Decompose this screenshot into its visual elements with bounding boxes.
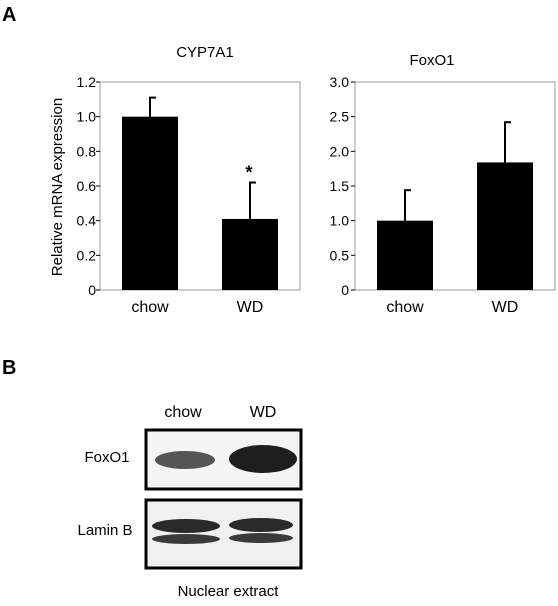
y-tick-label: 2.0 <box>330 143 350 159</box>
y-tick-label: 1.0 <box>77 109 97 125</box>
y-tick-label: 1.5 <box>330 178 350 194</box>
blot-row-label-lamin-b: Lamin B <box>77 522 132 539</box>
blot-band <box>229 518 293 532</box>
bar-chow <box>122 116 178 291</box>
category-label: chow <box>131 299 169 316</box>
blot-row-label-foxo1: FoxO1 <box>84 449 129 466</box>
blot-caption: Nuclear extract <box>178 583 280 600</box>
y-tick-label: 0.4 <box>77 213 97 229</box>
y-axis-label: Relative mRNA expression <box>49 98 66 276</box>
y-tick-label: 1.0 <box>330 213 350 229</box>
chart-cyp7a1: CYP7A1 Relative mRNA expression 0 0.2 0.4 0… <box>49 44 301 316</box>
bar-wd <box>222 218 278 290</box>
bar-wd <box>477 162 533 290</box>
blot-band <box>152 519 220 533</box>
panel-label-a: A <box>2 4 16 26</box>
category-label: WD <box>237 299 264 316</box>
y-tick-label: 3.0 <box>330 74 350 90</box>
western-blot: chow WD FoxO1 Lamin B Nuclear extract <box>77 404 303 600</box>
y-tick-label: 0.5 <box>330 247 350 263</box>
blot-band <box>152 534 220 544</box>
y-tick-label: 0.2 <box>77 247 97 263</box>
lane-label-chow: chow <box>164 404 202 421</box>
chart-foxo1: FoxO1 0 0.5 1.0 1.5 2.0 2.5 3.0 chow WD <box>330 52 556 316</box>
significance-marker: * <box>245 163 252 183</box>
blot-band <box>229 445 297 473</box>
chart-title: CYP7A1 <box>176 44 234 61</box>
y-tick-label: 0.6 <box>77 178 97 194</box>
y-tick-label: 0.8 <box>77 143 97 159</box>
y-tick-label: 0 <box>88 282 96 298</box>
bar-chow <box>377 220 433 290</box>
y-tick-label: 1.2 <box>77 74 97 90</box>
chart-title: FoxO1 <box>409 52 454 69</box>
lane-label-wd: WD <box>250 404 277 421</box>
y-tick-label: 0 <box>341 282 349 298</box>
category-label: chow <box>386 299 424 316</box>
blot-band <box>229 533 293 543</box>
panel-label-b: B <box>2 357 16 379</box>
blot-band <box>155 451 215 469</box>
y-tick-label: 2.5 <box>330 109 350 125</box>
category-label: WD <box>492 299 519 316</box>
